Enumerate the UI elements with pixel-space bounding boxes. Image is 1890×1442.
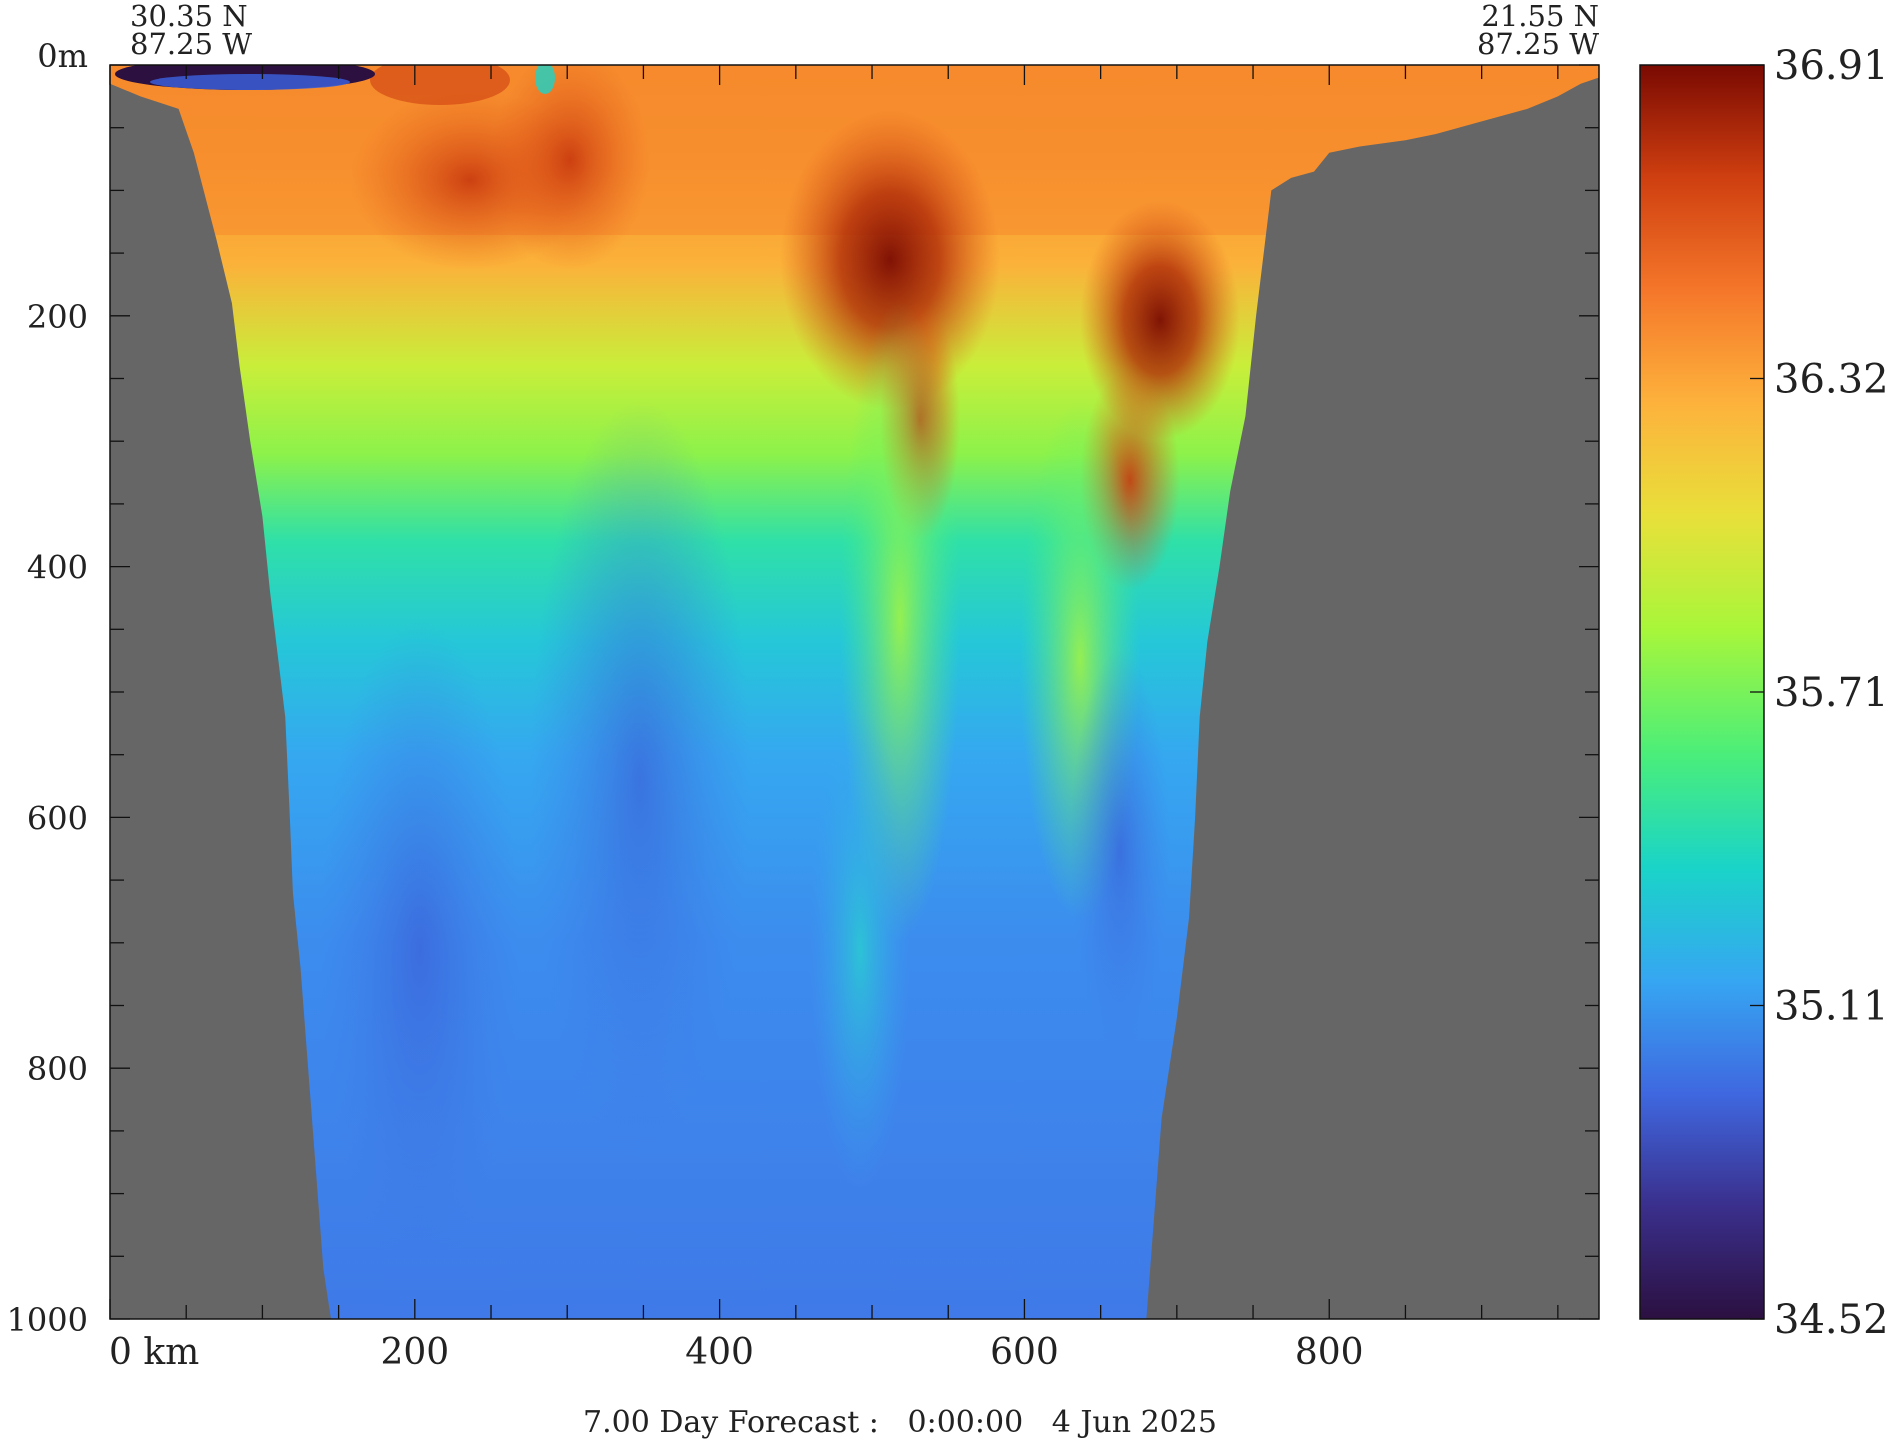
end-lat-label: 21.55 N (1481, 0, 1599, 33)
x-axis-ticks: 0 km 200 400 600 800 (109, 65, 1559, 1373)
y-tick-label: 800 (27, 1050, 88, 1088)
y-tick-label: 0m (37, 37, 88, 75)
x-tick-label: 800 (1295, 1332, 1364, 1373)
y-tick-label: 600 (27, 799, 88, 837)
y-axis-ticks: 0m 200 400 600 800 1000 (7, 37, 1599, 1339)
y-tick-label: 400 (27, 549, 88, 587)
colorbar-labels: 36.91 36.32 35.71 35.11 34.52 (1750, 43, 1889, 1343)
start-lon-label: 87.25 W (130, 27, 252, 61)
bathymetry-land (110, 77, 1599, 1319)
forecast-footer: 7.00 Day Forecast : 0:00:00 4 Jun 2025 (583, 1405, 1217, 1440)
y-tick-label: 200 (27, 298, 88, 336)
colorbar-label: 36.32 (1774, 357, 1889, 403)
x-tick-label: 200 (380, 1332, 449, 1373)
colorbar-label: 36.91 (1774, 43, 1889, 89)
colorbar-label: 35.11 (1774, 984, 1889, 1030)
colorbar-label: 35.71 (1774, 670, 1889, 716)
x-tick-label: 400 (685, 1332, 754, 1373)
x-tick-label: 600 (990, 1332, 1059, 1373)
x-tick-label: 0 km (109, 1332, 199, 1373)
colorbar (1639, 64, 1765, 1320)
start-lat-label: 30.35 N (130, 0, 248, 33)
end-lon-label: 87.25 W (1477, 27, 1599, 61)
colorbar-label: 34.52 (1774, 1297, 1889, 1343)
y-tick-label: 1000 (7, 1301, 88, 1339)
